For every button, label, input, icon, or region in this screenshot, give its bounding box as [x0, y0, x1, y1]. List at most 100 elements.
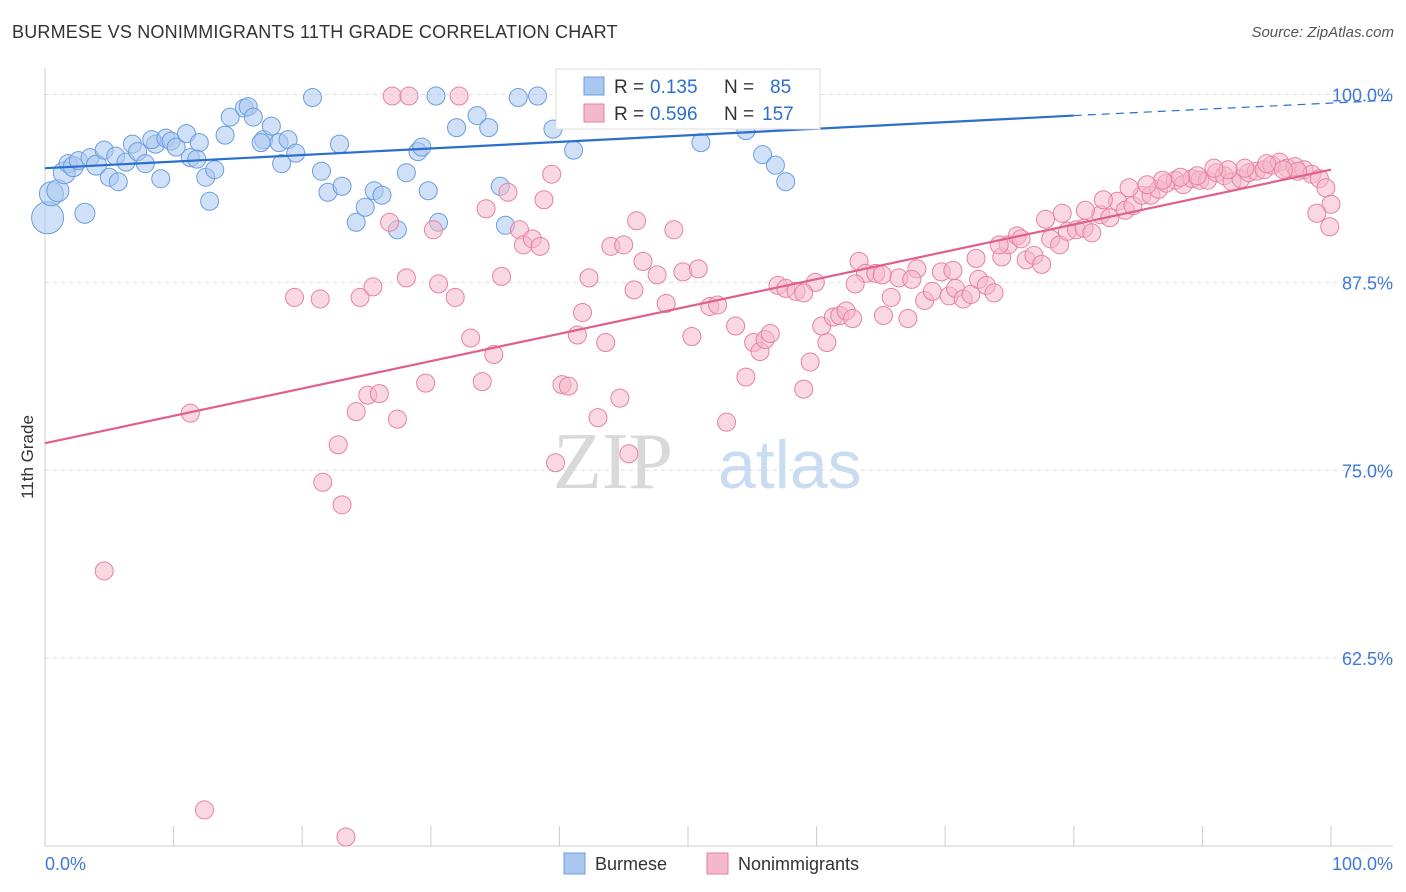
burmese-point [418, 181, 438, 201]
burmese-point [396, 163, 416, 183]
y-axis-label: 11th Grade [18, 415, 37, 499]
r-label-2: R = [614, 104, 644, 125]
stats-legend: R = 0.135 N = 85 R = 0.596 N = 157 [555, 68, 821, 130]
nonimmigrant-point [966, 248, 986, 268]
x-tick-label-end: 100.0% [1332, 854, 1393, 874]
burmese-point [189, 133, 209, 153]
legend-swatch-burmese [583, 76, 605, 96]
nonimmigrant-point [461, 328, 481, 348]
nonimmigrant-point [619, 444, 639, 464]
burmese-point [691, 133, 711, 153]
burmese-point [479, 118, 499, 138]
nonimmigrant-point [1257, 154, 1277, 174]
nonimmigrant-point [624, 280, 644, 300]
burmese-point [166, 137, 186, 157]
nonimmigrant-point [369, 384, 389, 404]
nonimmigrant-point [336, 827, 356, 847]
nonimmigrant-point [1075, 200, 1095, 220]
series-legend: Burmese Nonimmigrants [563, 852, 859, 875]
x-tick-labels: 0.0% 100.0% [45, 854, 1393, 874]
nonimmigrant-point [845, 274, 865, 294]
nonimmigrant-point [688, 259, 708, 279]
nonimmigrant-point [546, 453, 566, 473]
burmese-point [311, 161, 331, 181]
nonimmigrant-point [736, 367, 756, 387]
burmese-point [251, 133, 271, 153]
nonimmigrant-point [596, 333, 616, 353]
nonimmigrant-point [328, 435, 348, 455]
nonimmigrant-point [445, 287, 465, 307]
nonimmigrant-point [332, 495, 352, 515]
nonimmigrant-point [610, 388, 630, 408]
nonimmigrant-point [673, 262, 693, 282]
burmese-point [205, 160, 225, 180]
burmese-trend-extension [1073, 99, 1394, 117]
nonimmigrant-point [310, 289, 330, 309]
nonimmigrant-point [1052, 203, 1072, 223]
trend-lines [44, 99, 1394, 445]
watermark-atlas: atlas [718, 427, 862, 503]
nonimmigrant-point [1235, 158, 1255, 178]
nonimmigrant-point [943, 260, 963, 280]
burmese-point [776, 172, 796, 192]
burmese-point [447, 118, 467, 138]
nonimmigrant-point [902, 269, 922, 289]
nonimmigrant-point [760, 324, 780, 344]
nonimmigrant-point [194, 800, 214, 820]
nonimmigrant-point [429, 274, 449, 294]
burmese-point [528, 86, 548, 106]
nonimmigrant-point [898, 308, 918, 328]
burmese-point [243, 107, 263, 127]
burmese-point [74, 202, 96, 224]
burmese-point [467, 106, 487, 126]
watermark-zip: ZIP [553, 418, 673, 506]
nonimmigrant-point [423, 220, 443, 240]
nonimmigrant-trend-line [44, 168, 1332, 445]
nonimmigrant-point [922, 281, 942, 301]
nonimmigrant-point [1171, 167, 1191, 187]
nonimmigrant-point [726, 316, 746, 336]
r-value-2: 0.596 [650, 104, 698, 125]
nonimmigrant-point [800, 352, 820, 372]
nonimmigrant-point [382, 86, 402, 106]
nonimmigrant-point [794, 379, 814, 399]
nonimmigrant-point [984, 283, 1004, 303]
nonimmigrant-point [1273, 160, 1293, 180]
y-tick-labels: 100.0% 87.5% 75.0% 62.5% [1332, 86, 1393, 670]
legend-marker-burmese [563, 852, 586, 875]
nonimmigrant-point [647, 265, 667, 285]
burmese-point [151, 169, 171, 189]
nonimmigrant-point [1011, 229, 1031, 249]
nonimmigrant-point [1320, 217, 1340, 237]
burmese-trend-line [44, 114, 1074, 170]
nonimmigrant-point [627, 211, 647, 231]
burmese-point [200, 191, 220, 211]
burmese-point [765, 155, 785, 175]
nonimmigrant-point [881, 287, 901, 307]
r-label-1: R = [614, 77, 644, 98]
nonimmigrant-point [1307, 203, 1327, 223]
nonimmigrant-point [284, 287, 304, 307]
nonimmigrant-point [346, 402, 366, 422]
legend-label-nonimmigrants: Nonimmigrants [738, 854, 859, 874]
nonimmigrant-point [476, 199, 496, 219]
nonimmigrant-point [498, 182, 518, 202]
nonimmigrant-point [961, 284, 981, 304]
nonimmigrant-point [1204, 158, 1224, 178]
nonimmigrant-point [472, 372, 492, 392]
watermark: ZIP atlas [553, 418, 862, 506]
burmese-point [753, 145, 773, 165]
nonimmigrant-point [588, 408, 608, 428]
n-value-2: 157 [762, 104, 794, 125]
nonimmigrant-point [717, 412, 737, 432]
burmese-point [302, 88, 322, 108]
nonimmigrant-point [873, 305, 893, 325]
nonimmigrant-point [558, 376, 578, 396]
nonimmigrant-point [484, 345, 504, 365]
legend-marker-nonimmigrants [706, 852, 729, 875]
nonimmigrant-point [1036, 209, 1056, 229]
nonimmigrant-point [449, 86, 469, 106]
burmese-point [332, 176, 352, 196]
nonimmigrant-point [492, 266, 512, 286]
